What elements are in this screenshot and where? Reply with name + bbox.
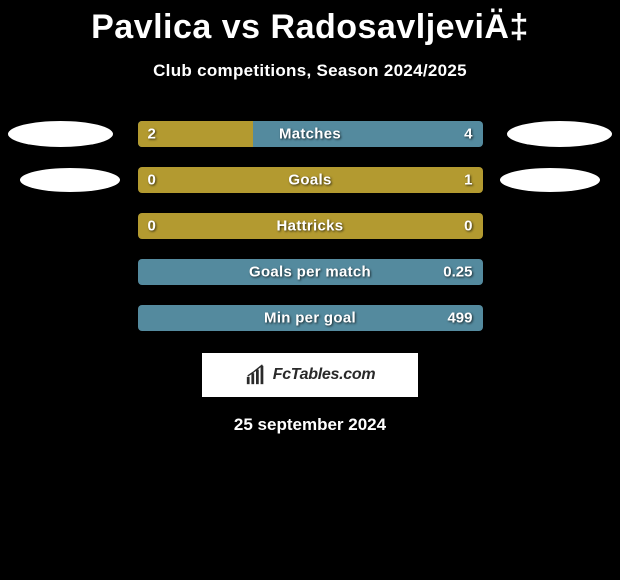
stat-row: Min per goal 499 — [0, 305, 620, 331]
chart-icon — [245, 364, 267, 386]
source-badge: FcTables.com — [202, 353, 418, 397]
stat-bar: 0 Goals 1 — [138, 167, 483, 193]
stat-value-right: 4 — [464, 126, 472, 143]
stat-row: 0 Hattricks 0 — [0, 213, 620, 239]
stats-container: 2 Matches 4 0 Goals 1 0 Hattricks 0 Goals per mat… — [0, 121, 620, 331]
stat-value-right: 0.25 — [443, 264, 472, 281]
team-oval-left — [8, 121, 113, 147]
stat-value-right: 499 — [447, 310, 472, 327]
subtitle: Club competitions, Season 2024/2025 — [0, 61, 620, 81]
stat-bar: Min per goal 499 — [138, 305, 483, 331]
stat-row: Goals per match 0.25 — [0, 259, 620, 285]
stat-row: 2 Matches 4 — [0, 121, 620, 147]
stat-row: 0 Goals 1 — [0, 167, 620, 193]
team-oval-left — [20, 168, 120, 192]
stat-label: Goals — [288, 172, 331, 189]
stat-label: Min per goal — [264, 310, 356, 327]
stat-value-right: 1 — [464, 172, 472, 189]
team-oval-right — [500, 168, 600, 192]
stat-value-left: 0 — [148, 218, 156, 235]
stat-bar: 0 Hattricks 0 — [138, 213, 483, 239]
stat-label: Matches — [279, 126, 341, 143]
source-badge-text: FcTables.com — [273, 366, 376, 384]
stat-bar: 2 Matches 4 — [138, 121, 483, 147]
stat-label: Hattricks — [277, 218, 344, 235]
team-oval-right — [507, 121, 612, 147]
stat-bar: Goals per match 0.25 — [138, 259, 483, 285]
stat-value-left: 0 — [148, 172, 156, 189]
date-label: 25 september 2024 — [0, 415, 620, 435]
page-title: Pavlica vs RadosavljeviÄ‡ — [0, 0, 620, 47]
stat-value-left: 2 — [148, 126, 156, 143]
stat-value-right: 0 — [464, 218, 472, 235]
stat-label: Goals per match — [249, 264, 371, 281]
